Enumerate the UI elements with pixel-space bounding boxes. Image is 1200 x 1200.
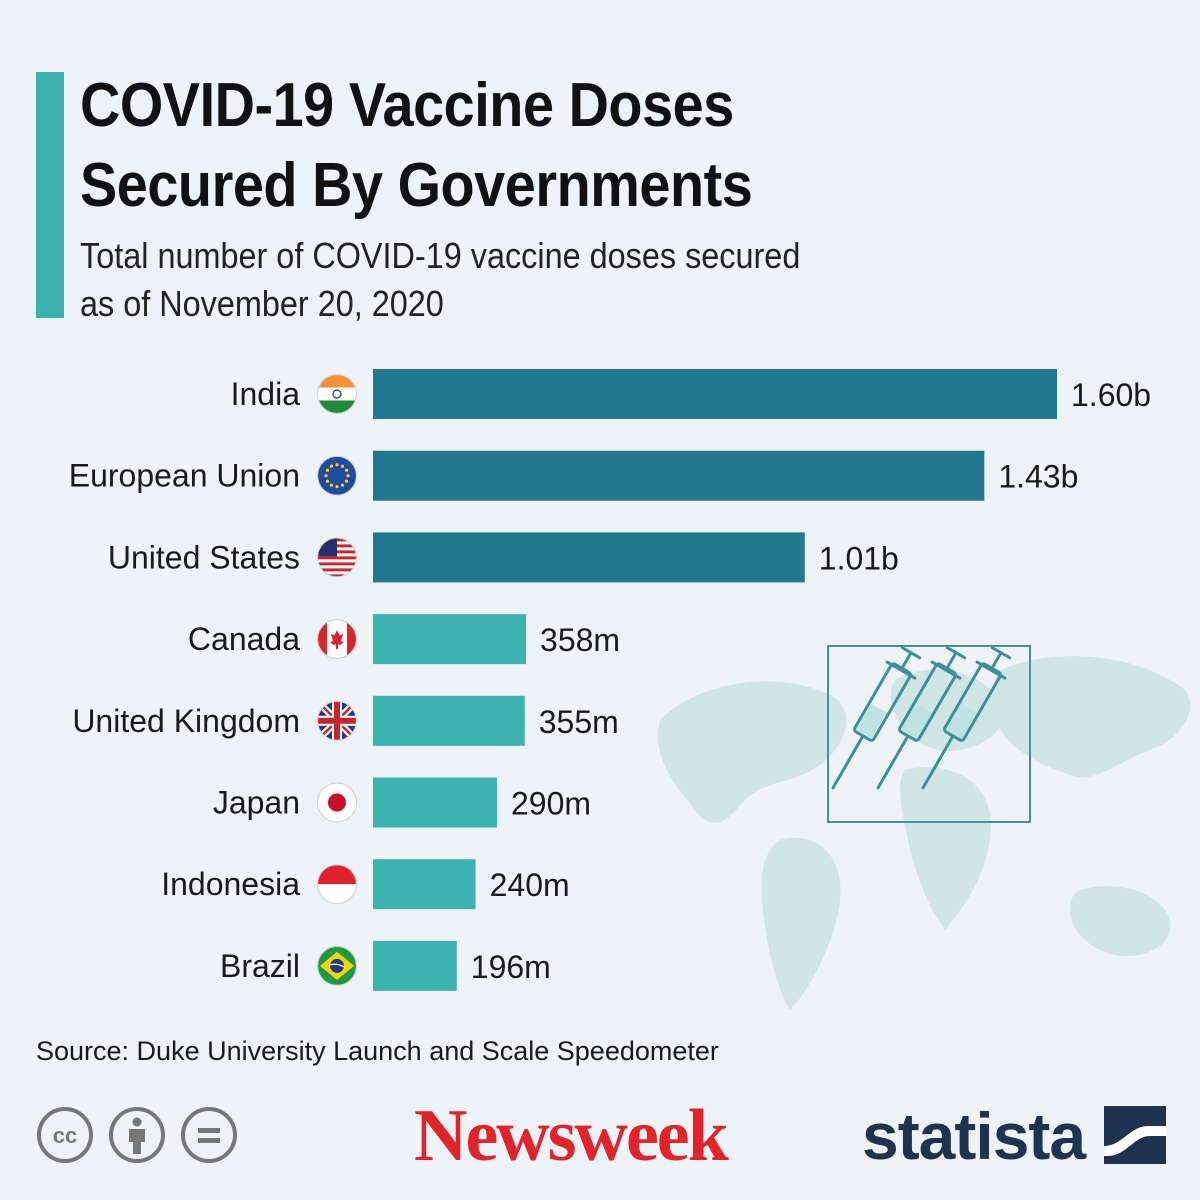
subtitle: Total number of COVID-19 vaccine doses s… — [80, 232, 800, 328]
value-label: 358m — [540, 622, 620, 658]
category-label: Japan — [213, 785, 300, 821]
cc-icon-text: cc — [53, 1123, 77, 1148]
us-flag-icon — [317, 537, 357, 578]
value-label: 1.60b — [1071, 377, 1151, 413]
category-label: Brazil — [220, 948, 300, 984]
statista-logo-text: statista — [862, 1099, 1086, 1173]
category-label: India — [231, 376, 301, 412]
bar-united-kingdom — [373, 695, 525, 746]
attribution-icon — [109, 1107, 165, 1163]
value-label: 290m — [511, 786, 591, 822]
category-label: European Union — [69, 458, 300, 494]
source-note: Source: Duke University Launch and Scale… — [36, 1036, 719, 1066]
bar-united-states — [373, 532, 805, 583]
syringe-illustration — [827, 645, 1031, 823]
uk-flag-icon — [317, 700, 357, 741]
canada-flag-icon — [317, 619, 357, 660]
newsweek-logo: Newsweek — [414, 1095, 729, 1177]
bar-brazil — [373, 940, 457, 991]
statista-logo-icon — [1104, 1106, 1166, 1164]
title-accent-bar — [36, 72, 64, 318]
syringe-icon — [921, 646, 1012, 790]
value-label: 1.43b — [998, 459, 1078, 495]
value-label: 240m — [490, 867, 570, 903]
title-line-2: Secured By Governments — [80, 151, 753, 220]
category-label: United States — [108, 539, 300, 575]
bar-india — [373, 369, 1057, 419]
category-label: Canada — [188, 621, 300, 657]
brazil-flag-icon — [317, 945, 357, 986]
cc-icon: cc — [37, 1107, 93, 1163]
title-line-1: COVID-19 Vaccine Doses — [80, 71, 734, 140]
category-label: Indonesia — [161, 866, 300, 902]
bar-japan — [373, 777, 497, 828]
eu-flag-icon — [317, 455, 357, 496]
india-flag-icon — [317, 374, 357, 414]
world-map-background — [658, 656, 1191, 1010]
value-label: 196m — [471, 949, 551, 985]
bar-canada — [373, 614, 527, 665]
bar-european-union — [373, 450, 985, 501]
category-label: United Kingdom — [72, 703, 300, 739]
no-derivatives-icon — [181, 1107, 237, 1163]
page-title: COVID-19 Vaccine Doses Secured By Govern… — [80, 66, 753, 226]
subtitle-line-2: as of November 20, 2020 — [80, 283, 444, 324]
value-label: 1.01b — [819, 540, 899, 576]
value-label: 355m — [539, 704, 619, 740]
syringe-icon — [876, 646, 967, 790]
japan-flag-icon — [317, 782, 357, 823]
bar-indonesia — [373, 859, 476, 910]
subtitle-line-1: Total number of COVID-19 vaccine doses s… — [80, 235, 801, 276]
indonesia-flag-icon — [317, 864, 357, 905]
syringe-icon — [831, 646, 922, 790]
